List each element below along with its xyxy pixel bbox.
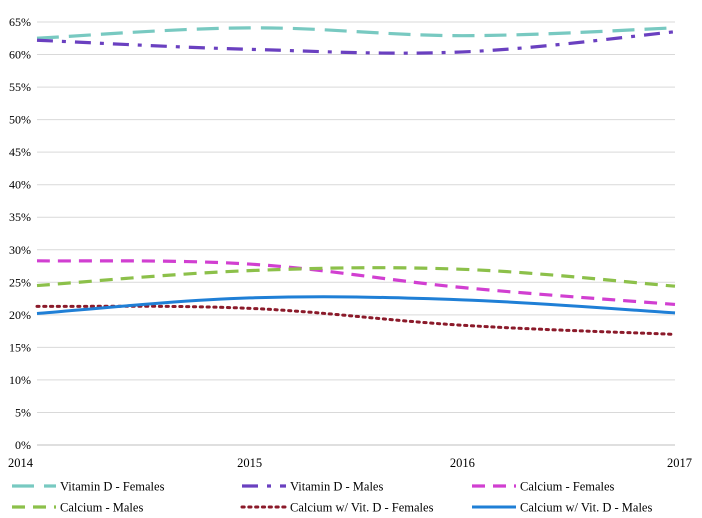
x-tick-label: 2016 bbox=[450, 456, 475, 470]
series-line-vitamin-d-females bbox=[36, 26, 676, 40]
y-tick-label: 45% bbox=[9, 145, 31, 159]
gridlines bbox=[37, 21, 675, 413]
y-tick-label: 65% bbox=[9, 15, 31, 29]
y-tick-label: 15% bbox=[9, 340, 31, 354]
y-tick-label: 30% bbox=[9, 243, 31, 257]
legend-label-calcium-w-vit-d-males: Calcium w/ Vit. D - Males bbox=[520, 501, 652, 515]
legend-label-vitamin-d-females: Vitamin D - Females bbox=[60, 480, 165, 494]
y-tick-label: 20% bbox=[9, 308, 31, 322]
y-tick-label: 10% bbox=[9, 373, 31, 387]
y-tick-label: 50% bbox=[9, 113, 31, 127]
series-line-calcium-females bbox=[36, 259, 676, 307]
y-axis-ticks: 0% 5% 10% 15% 20% 25% 30% 35% 40% 45% 50% 55% 60% 65% bbox=[9, 15, 31, 452]
series-line-calcium-w-vit-d-females bbox=[35, 304, 677, 336]
x-tick-label: 2015 bbox=[237, 456, 262, 470]
legend-label-calcium-w-vit-d-females: Calcium w/ Vit. D - Females bbox=[290, 501, 434, 515]
y-tick-label: 25% bbox=[9, 275, 31, 289]
legend: Vitamin D - Females Vitamin D - Males Calc… bbox=[12, 480, 652, 515]
y-tick-label: 35% bbox=[9, 210, 31, 224]
y-tick-label: 40% bbox=[9, 178, 31, 192]
legend-label-calcium-males: Calcium - Males bbox=[60, 501, 143, 515]
x-tick-label: 2014 bbox=[8, 456, 34, 470]
x-tick-label: 2017 bbox=[667, 456, 692, 470]
y-tick-label: 5% bbox=[15, 405, 31, 419]
legend-label-calcium-females: Calcium - Females bbox=[520, 480, 615, 494]
y-tick-label: 60% bbox=[9, 48, 31, 62]
series-line-calcium-w-vit-d-males bbox=[36, 295, 676, 316]
series-lines bbox=[35, 26, 677, 336]
series-line-vitamin-d-males bbox=[36, 30, 676, 55]
legend-label-vitamin-d-males: Vitamin D - Males bbox=[290, 480, 383, 494]
y-tick-label: 55% bbox=[9, 80, 31, 94]
x-axis-ticks: 2014 2015 2016 2017 bbox=[8, 456, 692, 470]
y-tick-label: 0% bbox=[15, 438, 31, 452]
series-line-calcium-males bbox=[36, 266, 676, 288]
